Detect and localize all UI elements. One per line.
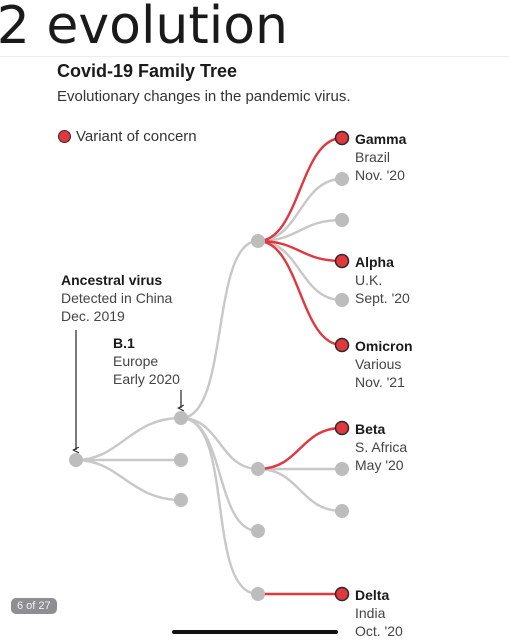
branch-alpha: [256, 239, 344, 263]
node-delta: [334, 586, 350, 602]
branch-gamma: [256, 136, 344, 243]
screen-title: -2 evolution: [0, 0, 288, 56]
node-b1: [174, 411, 188, 425]
node-bottom-hub: [251, 587, 265, 601]
node-middle-2: [335, 462, 349, 476]
variant-label-delta: Delta India Oct. '20: [355, 587, 403, 639]
branch-b1-middle: [179, 416, 260, 471]
node-gamma: [334, 130, 350, 146]
page-counter-badge: 6 of 27: [11, 598, 57, 614]
branch-beta: [256, 426, 344, 471]
variant-label-gamma: Gamma Brazil Nov. '20: [355, 131, 407, 183]
node-lower: [251, 524, 265, 538]
ancestral-label: Ancestral virus Detected in China Dec. 2…: [61, 272, 173, 324]
branch-upper-3: [256, 218, 344, 243]
legend: Variant of concern: [58, 128, 197, 145]
node-middle-hub: [251, 462, 265, 476]
variant-of-concern-dot-icon: [58, 130, 71, 143]
chart-title: Covid-19 Family Tree: [57, 61, 238, 81]
branch-b1-lower: [179, 416, 260, 533]
node-root-low: [174, 493, 188, 507]
node-upper-5: [335, 293, 349, 307]
home-indicator-bar[interactable]: [172, 630, 338, 634]
variant-label-alpha: Alpha U.K. Sept. '20: [355, 254, 410, 306]
node-upper-3: [335, 213, 349, 227]
legend-label: Variant of concern: [76, 128, 197, 145]
node-ancestral: [69, 453, 83, 467]
branch-root-low: [74, 458, 183, 502]
node-upper-hub: [251, 234, 265, 248]
node-root-mid: [174, 453, 188, 467]
b1-label: B.1 Europe Early 2020: [113, 335, 180, 387]
node-upper-2: [335, 172, 349, 186]
branch-omicron: [256, 239, 344, 347]
node-beta: [334, 420, 350, 436]
node-middle-3: [335, 504, 349, 518]
branch-middle-3: [256, 467, 344, 513]
variant-label-beta: Beta S. Africa May '20: [355, 421, 408, 473]
branch-b1-bottom: [179, 416, 260, 596]
variant-label-omicron: Omicron Various Nov. '21: [355, 338, 413, 390]
node-alpha: [334, 253, 350, 269]
divider: [0, 56, 509, 57]
branch-b1-upper: [179, 239, 260, 420]
chart-subtitle: Evolutionary changes in the pandemic vir…: [57, 88, 351, 105]
node-omicron: [334, 337, 350, 353]
branch-root-b1: [74, 416, 183, 462]
